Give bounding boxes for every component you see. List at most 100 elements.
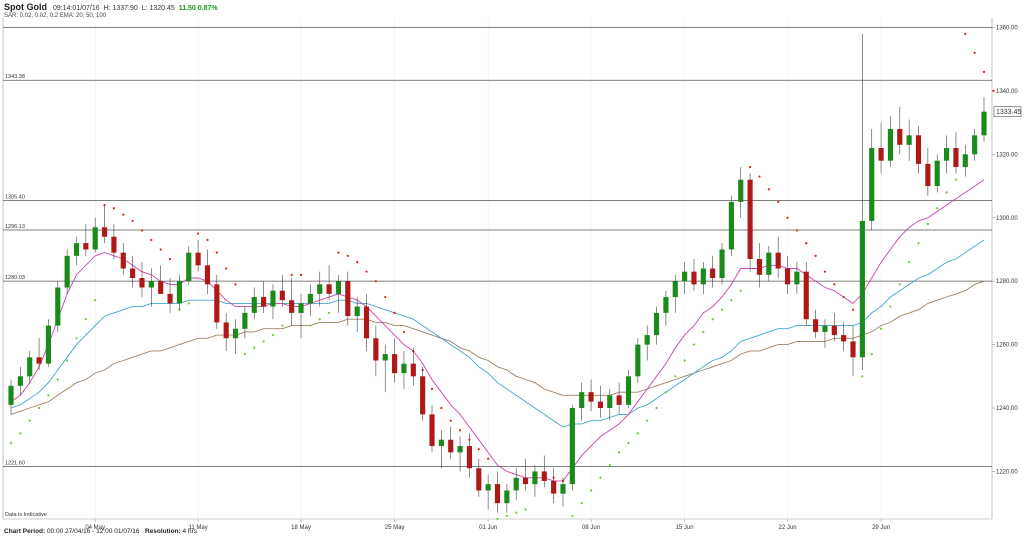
sar-dot — [505, 514, 508, 517]
sar-dot — [271, 333, 275, 337]
candle-body — [158, 281, 164, 294]
sar-dot — [515, 511, 518, 514]
candle-body — [242, 312, 248, 329]
candle-body — [784, 268, 791, 285]
candle-body — [363, 306, 370, 339]
sar-dot — [683, 359, 686, 362]
sar-dot — [730, 299, 733, 302]
candle-body — [522, 477, 529, 485]
sar-dot — [777, 200, 780, 204]
sar-dot — [449, 419, 452, 422]
sar-dot — [786, 216, 789, 219]
candle-body — [710, 268, 716, 279]
x-tick-label: 15 Jun — [676, 525, 694, 531]
candle-body — [719, 249, 725, 279]
sar-dot — [655, 406, 658, 410]
candle-body — [270, 290, 276, 307]
x-tick-label: 29 Jun — [872, 525, 890, 531]
sar-dot — [702, 330, 705, 334]
sar-dot — [917, 242, 920, 245]
candle-body — [251, 297, 257, 313]
sar-dot — [926, 223, 929, 226]
candle-body — [691, 271, 697, 285]
sar-dot — [795, 229, 798, 232]
sar-dot — [889, 305, 892, 308]
candle-body — [635, 344, 641, 377]
candle-body — [204, 265, 211, 285]
sar-dot — [487, 457, 490, 460]
sar-dot — [767, 188, 770, 191]
sar-dot — [262, 340, 265, 343]
sar-dot — [365, 270, 368, 273]
candle-body — [438, 439, 444, 447]
candle-body — [841, 335, 847, 342]
candle-body — [850, 341, 856, 358]
sar-dot — [56, 378, 59, 381]
candle-body — [972, 135, 978, 155]
candle-body — [45, 325, 51, 364]
sar-dot — [973, 51, 976, 54]
sar-dot — [234, 283, 237, 286]
ema-50-line — [10, 239, 985, 428]
candle-body — [120, 252, 126, 269]
sar-dot — [393, 311, 396, 314]
sar-dot — [187, 302, 190, 305]
candle-body — [869, 148, 875, 221]
y-tick-label: 1280.00 — [996, 279, 1018, 285]
sar-dot — [9, 441, 13, 444]
candle-body — [756, 258, 763, 275]
sar-dot — [851, 308, 855, 311]
candle-body — [897, 128, 903, 145]
sar-dot — [84, 318, 87, 321]
sar-dot — [215, 251, 218, 254]
candle-body — [822, 325, 828, 332]
sar-dot — [327, 311, 331, 314]
candle-body — [36, 357, 42, 364]
horizontal-level-label: 1296.13 — [5, 224, 25, 230]
sar-dot — [814, 254, 817, 257]
candle-body — [532, 471, 538, 485]
candle-body — [700, 268, 706, 285]
sar-dot — [618, 451, 621, 454]
candle-body — [195, 252, 201, 266]
candle-body — [73, 243, 80, 256]
sar-dot — [112, 207, 116, 210]
sar-dot — [982, 70, 986, 74]
candle-body — [167, 293, 173, 304]
sar-dot — [197, 232, 200, 235]
candle-body — [326, 284, 332, 294]
candle-body — [83, 243, 89, 250]
candle-body — [925, 163, 931, 187]
candle-body — [616, 395, 622, 405]
candle-body — [27, 357, 33, 377]
horizontal-level-label: 1305.40 — [5, 195, 25, 201]
horizontal-level-label: 1221.60 — [5, 460, 25, 466]
header-low: L: 1320.45 — [141, 5, 175, 12]
sar-dot — [66, 359, 69, 362]
candle-body — [92, 227, 98, 250]
sar-dot — [37, 406, 41, 410]
candle-body — [298, 303, 304, 313]
sar-dot — [337, 251, 340, 254]
candle-body — [644, 335, 650, 345]
candle-body — [794, 271, 800, 285]
sar-dot — [945, 191, 948, 194]
candle-body — [813, 319, 819, 332]
sar-dot — [739, 289, 742, 292]
candle-body — [672, 281, 678, 298]
y-tick-label: 1220.00 — [996, 469, 1018, 475]
chart-header: Spot Gold 09:14:01/07/16 H: 1337.90 L: 1… — [4, 2, 218, 12]
candle-body — [803, 271, 809, 320]
candle-body — [953, 148, 959, 168]
sar-dot — [842, 295, 845, 299]
candle-body — [476, 468, 482, 491]
candle-body — [551, 480, 557, 494]
sar-dot — [720, 308, 724, 311]
candle-body — [682, 271, 688, 282]
sar-dot — [954, 178, 958, 181]
candle-body — [653, 312, 660, 336]
sar-dot — [94, 299, 97, 302]
sar-dot — [580, 502, 583, 505]
candle-body — [373, 338, 379, 361]
